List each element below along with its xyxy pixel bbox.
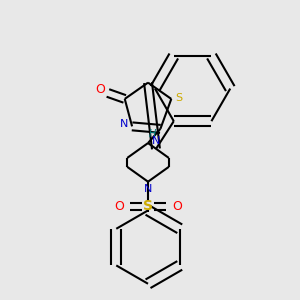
Text: O: O <box>95 82 105 95</box>
Text: H: H <box>148 129 156 139</box>
Text: N: N <box>144 184 152 194</box>
Text: O: O <box>114 200 124 213</box>
Text: N: N <box>120 119 128 129</box>
Text: S: S <box>176 93 183 103</box>
Text: S: S <box>143 200 153 214</box>
Text: N: N <box>152 136 160 146</box>
Text: O: O <box>172 200 182 213</box>
